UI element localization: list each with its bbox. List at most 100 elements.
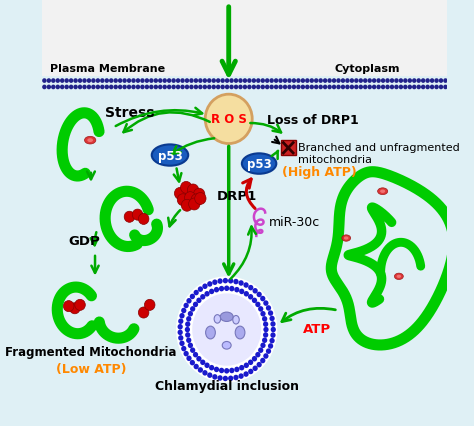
Circle shape bbox=[376, 79, 381, 83]
Ellipse shape bbox=[342, 235, 351, 242]
Circle shape bbox=[248, 294, 253, 300]
Circle shape bbox=[263, 322, 268, 327]
Circle shape bbox=[200, 294, 205, 300]
Text: ATP: ATP bbox=[303, 322, 331, 335]
Circle shape bbox=[243, 85, 247, 90]
Circle shape bbox=[193, 364, 199, 369]
Circle shape bbox=[177, 194, 189, 206]
Circle shape bbox=[100, 79, 105, 83]
Circle shape bbox=[268, 311, 273, 316]
Circle shape bbox=[136, 85, 140, 90]
Circle shape bbox=[390, 85, 394, 90]
Circle shape bbox=[223, 278, 228, 284]
Text: R O S: R O S bbox=[211, 113, 246, 126]
Circle shape bbox=[100, 85, 105, 90]
Circle shape bbox=[238, 281, 244, 286]
Circle shape bbox=[122, 85, 127, 90]
Circle shape bbox=[73, 85, 78, 90]
Circle shape bbox=[180, 79, 185, 83]
Circle shape bbox=[109, 79, 113, 83]
Circle shape bbox=[190, 294, 195, 299]
Circle shape bbox=[434, 85, 439, 90]
Ellipse shape bbox=[152, 145, 188, 166]
Circle shape bbox=[271, 327, 276, 333]
Circle shape bbox=[113, 79, 118, 83]
Circle shape bbox=[278, 85, 283, 90]
Circle shape bbox=[140, 85, 145, 90]
Circle shape bbox=[202, 79, 207, 83]
Circle shape bbox=[255, 302, 261, 308]
Circle shape bbox=[185, 327, 190, 333]
Circle shape bbox=[207, 372, 212, 378]
Circle shape bbox=[211, 85, 216, 90]
Circle shape bbox=[149, 79, 154, 83]
Circle shape bbox=[193, 302, 198, 308]
Text: DRP1: DRP1 bbox=[217, 190, 257, 202]
Ellipse shape bbox=[397, 275, 401, 278]
Circle shape bbox=[140, 79, 145, 83]
Circle shape bbox=[412, 85, 417, 90]
Circle shape bbox=[264, 327, 269, 333]
Circle shape bbox=[75, 299, 85, 311]
Circle shape bbox=[187, 184, 199, 196]
Circle shape bbox=[296, 85, 301, 90]
Circle shape bbox=[252, 85, 256, 90]
Circle shape bbox=[258, 306, 264, 312]
Circle shape bbox=[287, 85, 292, 90]
Circle shape bbox=[131, 85, 136, 90]
Circle shape bbox=[211, 79, 216, 83]
Circle shape bbox=[263, 332, 268, 338]
Circle shape bbox=[78, 85, 82, 90]
Text: Loss of DRP1: Loss of DRP1 bbox=[267, 114, 359, 127]
Circle shape bbox=[260, 358, 265, 363]
Circle shape bbox=[234, 287, 239, 293]
Circle shape bbox=[408, 79, 412, 83]
Ellipse shape bbox=[378, 188, 388, 195]
Circle shape bbox=[224, 368, 229, 374]
Circle shape bbox=[60, 85, 64, 90]
Circle shape bbox=[82, 79, 87, 83]
Circle shape bbox=[319, 79, 323, 83]
Circle shape bbox=[212, 280, 218, 285]
Circle shape bbox=[256, 79, 261, 83]
Circle shape bbox=[412, 79, 417, 83]
Text: p53: p53 bbox=[157, 149, 182, 162]
Circle shape bbox=[202, 85, 207, 90]
Circle shape bbox=[64, 85, 69, 90]
Circle shape bbox=[218, 279, 223, 284]
Circle shape bbox=[51, 85, 55, 90]
Circle shape bbox=[263, 301, 268, 306]
Circle shape bbox=[212, 374, 218, 380]
Circle shape bbox=[394, 79, 399, 83]
Circle shape bbox=[189, 199, 200, 210]
Circle shape bbox=[247, 79, 252, 83]
Text: (Low ATP): (Low ATP) bbox=[56, 362, 126, 375]
Circle shape bbox=[358, 79, 363, 83]
Circle shape bbox=[145, 79, 149, 83]
Circle shape bbox=[224, 286, 229, 291]
Circle shape bbox=[403, 79, 408, 83]
Ellipse shape bbox=[87, 139, 93, 143]
Circle shape bbox=[145, 299, 155, 311]
Circle shape bbox=[207, 79, 211, 83]
Circle shape bbox=[176, 79, 180, 83]
Text: miR-30c: miR-30c bbox=[269, 215, 320, 228]
Circle shape bbox=[209, 289, 214, 294]
Circle shape bbox=[218, 375, 223, 381]
Circle shape bbox=[234, 79, 238, 83]
Circle shape bbox=[192, 294, 261, 366]
Circle shape bbox=[421, 79, 425, 83]
Circle shape bbox=[252, 356, 257, 362]
Circle shape bbox=[399, 85, 403, 90]
Circle shape bbox=[167, 79, 172, 83]
Circle shape bbox=[91, 79, 96, 83]
Circle shape bbox=[430, 85, 434, 90]
Text: GDP: GDP bbox=[69, 234, 100, 247]
Circle shape bbox=[190, 306, 195, 312]
Circle shape bbox=[341, 85, 345, 90]
Circle shape bbox=[113, 85, 118, 90]
Circle shape bbox=[443, 79, 447, 83]
Circle shape bbox=[118, 85, 122, 90]
Circle shape bbox=[345, 79, 350, 83]
Circle shape bbox=[127, 79, 131, 83]
